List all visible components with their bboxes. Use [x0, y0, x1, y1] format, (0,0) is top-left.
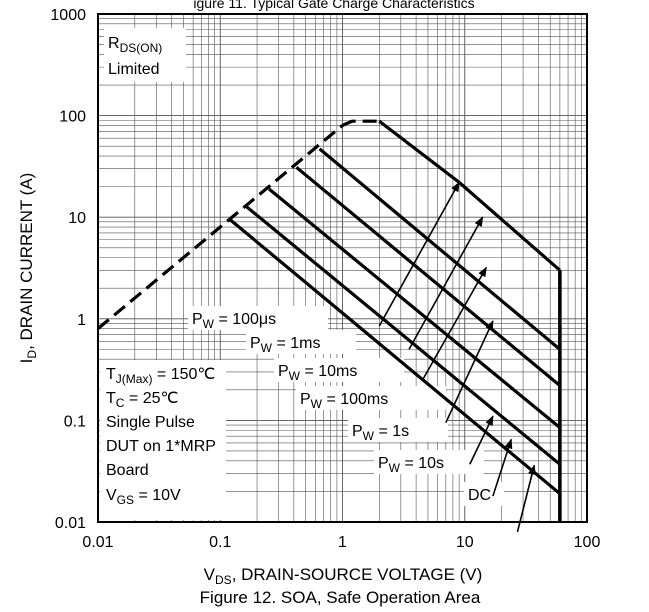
condition-dut: DUT on 1*MRP — [106, 438, 216, 455]
pulse-width-label: PW = 10s — [378, 455, 444, 475]
y-tick-label: 0.1 — [64, 413, 86, 430]
annotation-arrows — [378, 181, 536, 533]
pw-label-bg — [274, 358, 404, 382]
y-tick-label: 1 — [77, 312, 86, 329]
rds-limit-label-line2: Limited — [108, 61, 160, 78]
rds-label-bg — [104, 28, 186, 82]
pulse-width-label: PW = 1s — [352, 423, 409, 443]
condition-tj: TJ(Max) = 150℃ — [106, 366, 215, 386]
series-lines — [96, 28, 562, 522]
conditions-bg — [100, 360, 226, 520]
x-tick-label: 100 — [574, 534, 601, 551]
annotation-arrow — [445, 320, 494, 423]
pw-label-bg — [296, 386, 446, 410]
condition-pulse: Single Pulse — [106, 414, 195, 431]
pw-label-bg — [246, 330, 356, 354]
y-tick-label: 10 — [68, 210, 86, 227]
pulse-width-line — [267, 187, 561, 429]
condition-vgs: VGS = 10V — [106, 487, 181, 507]
package-limit-line — [341, 119, 380, 127]
pulse-width-line — [295, 166, 561, 387]
dc-label: DC — [468, 487, 491, 504]
rds-on-limit-line — [96, 124, 344, 330]
y-axis-label: ID, DRAIN CURRENT (A) — [17, 173, 39, 364]
pulse-width-line — [318, 147, 561, 351]
pw-label-bg — [374, 450, 484, 474]
annotation-arrow — [516, 464, 536, 533]
y-tick-label: 1000 — [50, 7, 86, 24]
label-backgrounds — [100, 28, 504, 520]
annotation-arrow — [469, 415, 494, 465]
x-tick-label: 1 — [338, 534, 347, 551]
partial-title: igure 11. Typical Gate Charge Characteri… — [193, 0, 474, 11]
rds-limit-label: RDS(ON) — [108, 35, 162, 55]
condition-board: Board — [106, 462, 149, 479]
annotation-arrow — [492, 438, 513, 497]
x-tick-label: 0.01 — [82, 534, 113, 551]
y-tick-label: 100 — [59, 109, 86, 126]
pulse-width-line — [244, 204, 561, 466]
pulse-width-label: PW = 100ms — [300, 391, 388, 411]
pulse-width-label: PW = 100μs — [192, 311, 276, 331]
condition-tc: TC = 25℃ — [106, 390, 178, 410]
pulse-width-label: PW = 10ms — [278, 363, 357, 383]
annotation-arrow — [408, 216, 484, 350]
annotation-arrow — [422, 266, 487, 379]
x-tick-label: 0.1 — [209, 534, 231, 551]
plot-frame — [97, 13, 588, 523]
pw-label-bg — [188, 306, 328, 330]
chart-text: 0.01 0.1 1 10 100 0.01 0.1 1 10 100 1000 VDS, DRAIN… — [17, 7, 600, 587]
dc-label-bg — [464, 482, 504, 506]
pulse-width-label: PW = 1ms — [250, 335, 320, 355]
x-axis-label: VDS, DRAIN-SOURCE VOLTAGE (V) — [204, 565, 483, 587]
y-tick-label: 0.01 — [55, 515, 86, 532]
figure-caption: Figure 12. SOA, Safe Operation Area — [200, 588, 481, 607]
x-tick-label: 10 — [456, 534, 474, 551]
pw-label-bg — [348, 418, 448, 442]
annotation-arrow — [378, 181, 460, 327]
